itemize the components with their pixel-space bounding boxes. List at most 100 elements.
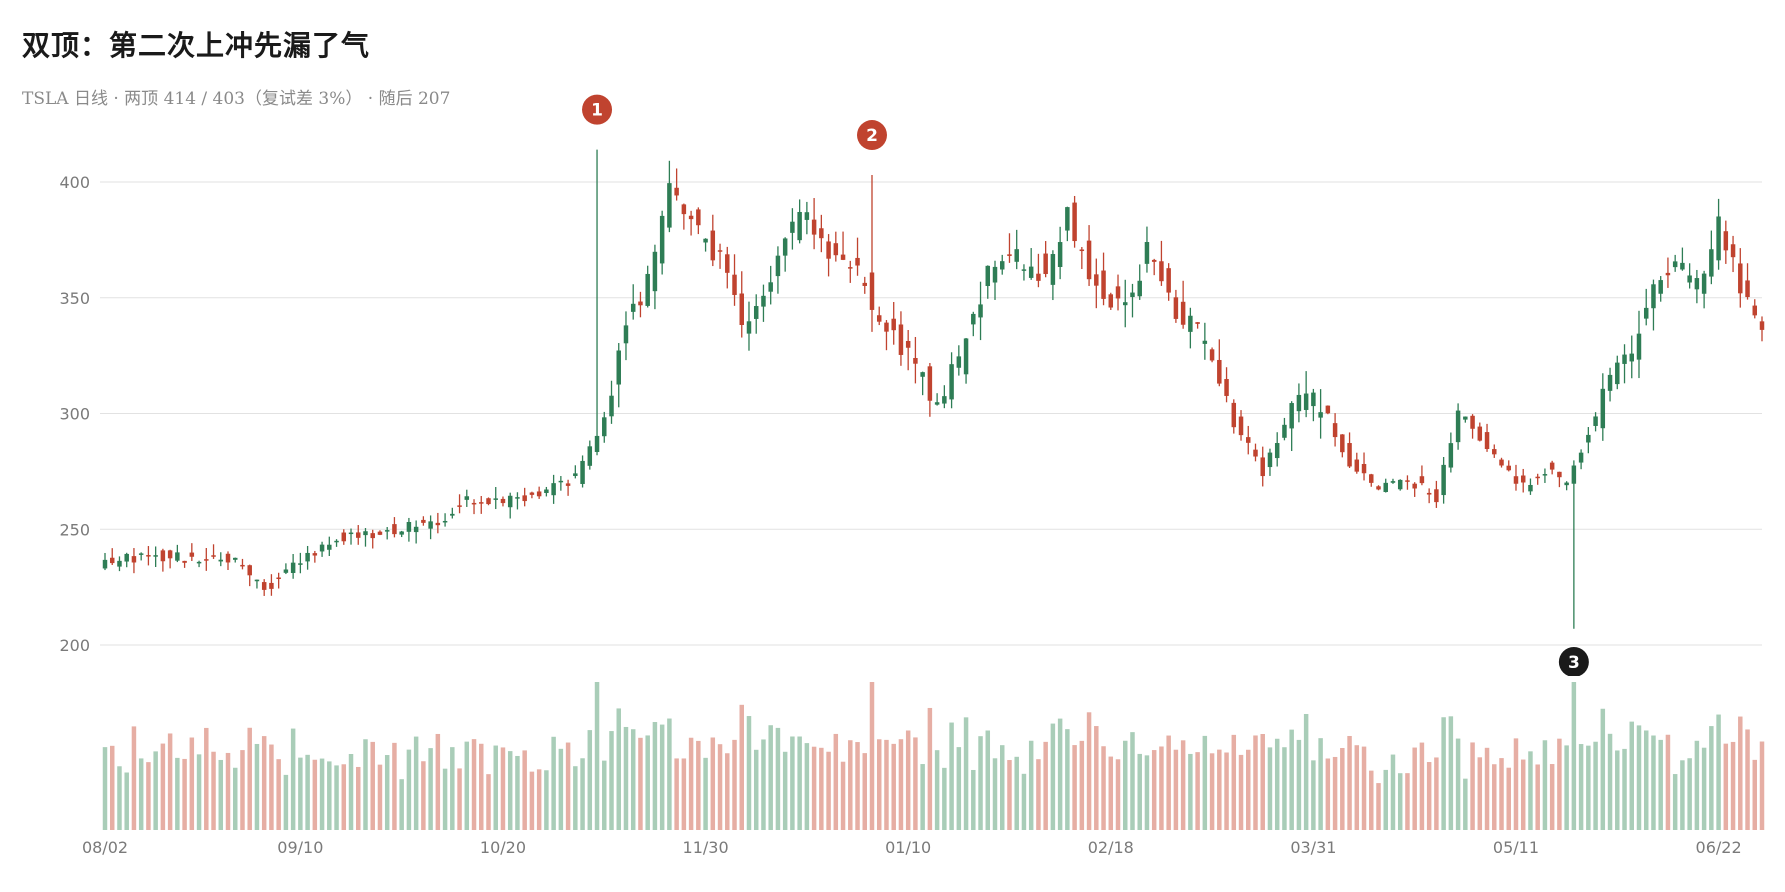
candle-body xyxy=(1672,261,1678,268)
candle-body xyxy=(790,221,795,233)
volume-bar xyxy=(160,743,166,830)
volume-bar xyxy=(942,767,947,830)
candle-body xyxy=(1296,394,1302,412)
volume-bar xyxy=(1723,743,1729,830)
candle-body xyxy=(544,489,549,493)
volume-bar xyxy=(370,741,375,830)
candle-body xyxy=(1144,242,1150,264)
candle-body xyxy=(1738,263,1743,294)
candle-body xyxy=(175,552,180,561)
volume-bar xyxy=(855,742,860,830)
volume-bar xyxy=(1651,735,1656,830)
candle-body xyxy=(1137,280,1142,297)
volume-bar xyxy=(1238,754,1244,830)
candle-body xyxy=(225,553,231,563)
candle-body xyxy=(1651,284,1656,309)
candle-body xyxy=(942,396,947,404)
volume-bar xyxy=(261,736,267,830)
volume-bar xyxy=(1282,747,1287,830)
candle-body xyxy=(1752,305,1758,316)
volume-bar xyxy=(638,737,643,830)
volume-bar xyxy=(544,770,549,830)
volume-bar xyxy=(768,725,773,830)
volume-bar xyxy=(493,745,498,830)
candle-body xyxy=(442,520,448,523)
candle-body xyxy=(305,552,310,562)
volume-bar xyxy=(1658,739,1663,830)
candle-body xyxy=(1057,242,1063,268)
x-tick-label: 03/31 xyxy=(1290,838,1336,857)
volume-bar xyxy=(1484,747,1490,830)
volume-bar xyxy=(1296,739,1302,830)
volume-bar xyxy=(1195,752,1200,830)
volume-bar xyxy=(1354,745,1360,830)
candle-body xyxy=(949,364,954,400)
candle-body xyxy=(573,473,578,476)
volume-bar xyxy=(269,744,274,830)
candle-body xyxy=(1151,259,1157,262)
volume-bar xyxy=(327,761,332,830)
candle-body xyxy=(1687,275,1692,283)
volume-bar xyxy=(797,736,802,830)
candle-body xyxy=(999,261,1005,270)
volume-bar xyxy=(551,736,556,830)
candle-body xyxy=(920,372,925,377)
volume-bar xyxy=(182,758,187,830)
candle-body xyxy=(131,556,137,563)
volume-bar xyxy=(688,737,694,830)
marker-2-label: 2 xyxy=(866,126,878,146)
candle-body xyxy=(413,526,419,533)
volume-bar xyxy=(1405,773,1410,830)
volume-bar xyxy=(1173,749,1179,830)
marker-1-circle xyxy=(582,94,613,125)
volume-bar xyxy=(1065,729,1070,830)
candle-body xyxy=(1709,249,1714,277)
volume-bar xyxy=(1571,682,1577,830)
volume-bar xyxy=(218,759,224,830)
volume-bar xyxy=(739,704,744,830)
volume-bar xyxy=(384,755,390,830)
volume-bar xyxy=(435,733,441,830)
volume-bar xyxy=(1383,769,1388,830)
candle-body xyxy=(623,325,629,344)
volume-bar xyxy=(341,764,347,830)
volume-bar xyxy=(290,728,296,830)
volume-bar xyxy=(363,739,368,830)
candle-body xyxy=(710,230,716,261)
candle-body xyxy=(594,435,600,452)
candle-body xyxy=(565,483,571,486)
candle-body xyxy=(233,557,238,560)
candle-body xyxy=(1506,465,1511,471)
volume-bar xyxy=(153,751,158,830)
y-tick-label: 250 xyxy=(59,520,90,539)
candle-body xyxy=(1217,359,1222,384)
candle-body xyxy=(290,562,296,573)
volume-bar xyxy=(761,739,766,830)
candle-body xyxy=(450,513,455,516)
candle-body xyxy=(1130,292,1135,298)
candle-body xyxy=(768,282,773,292)
volume-bar xyxy=(1557,738,1562,830)
volume-bar xyxy=(833,733,839,830)
volume-bar xyxy=(1202,735,1208,830)
candle-body xyxy=(167,550,173,559)
volume-bar xyxy=(1224,752,1229,830)
volume-bar xyxy=(124,772,129,830)
candle-body xyxy=(884,322,889,332)
volume-bar xyxy=(782,751,788,830)
volume-bar xyxy=(1390,754,1396,830)
volume-bar xyxy=(630,729,636,830)
candle-body xyxy=(1658,280,1663,294)
volume-bar xyxy=(775,727,781,830)
volume-bar xyxy=(1448,716,1454,830)
candle-body xyxy=(1557,471,1562,478)
volume-bar xyxy=(1217,749,1222,830)
candle-body xyxy=(1520,475,1526,483)
volume-bar xyxy=(1347,735,1352,830)
volume-bar xyxy=(1506,767,1511,830)
candle-body xyxy=(1246,437,1251,443)
candle-body xyxy=(826,241,831,259)
chart-title: 双顶：第二次上冲先漏了气 xyxy=(22,29,371,62)
volume-bar xyxy=(211,751,216,830)
candle-body xyxy=(891,318,896,331)
